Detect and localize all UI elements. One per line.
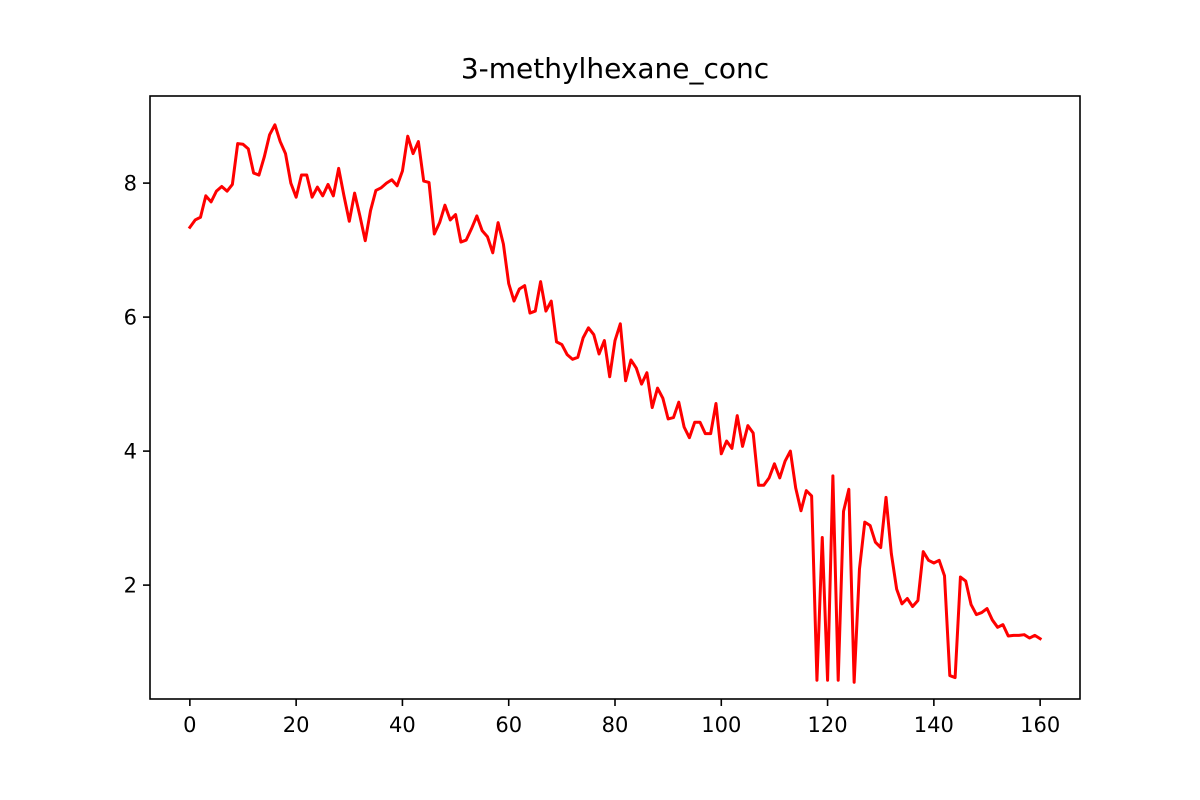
y-tick-label: 4 — [124, 440, 137, 464]
x-tick-label: 0 — [183, 713, 196, 737]
x-tick-label: 80 — [602, 713, 629, 737]
x-tick-label: 60 — [495, 713, 522, 737]
x-axis-ticks: 0 20 40 60 80 100 120 140 160 — [183, 699, 1060, 737]
chart-title: 3-methylhexane_conc — [461, 52, 769, 85]
y-tick-label: 6 — [124, 306, 137, 330]
x-tick-label: 40 — [389, 713, 416, 737]
y-tick-label: 2 — [124, 574, 137, 598]
x-tick-label: 120 — [808, 713, 848, 737]
x-tick-label: 140 — [914, 713, 954, 737]
series-layer — [187, 123, 1043, 684]
x-tick-label: 160 — [1020, 713, 1060, 737]
y-tick-label: 8 — [124, 172, 137, 196]
y-axis-ticks: 2 4 6 8 — [124, 172, 150, 598]
series-line — [187, 123, 1043, 684]
x-tick-label: 20 — [283, 713, 310, 737]
x-tick-label: 100 — [701, 713, 741, 737]
plot-area-frame — [149, 95, 1081, 700]
